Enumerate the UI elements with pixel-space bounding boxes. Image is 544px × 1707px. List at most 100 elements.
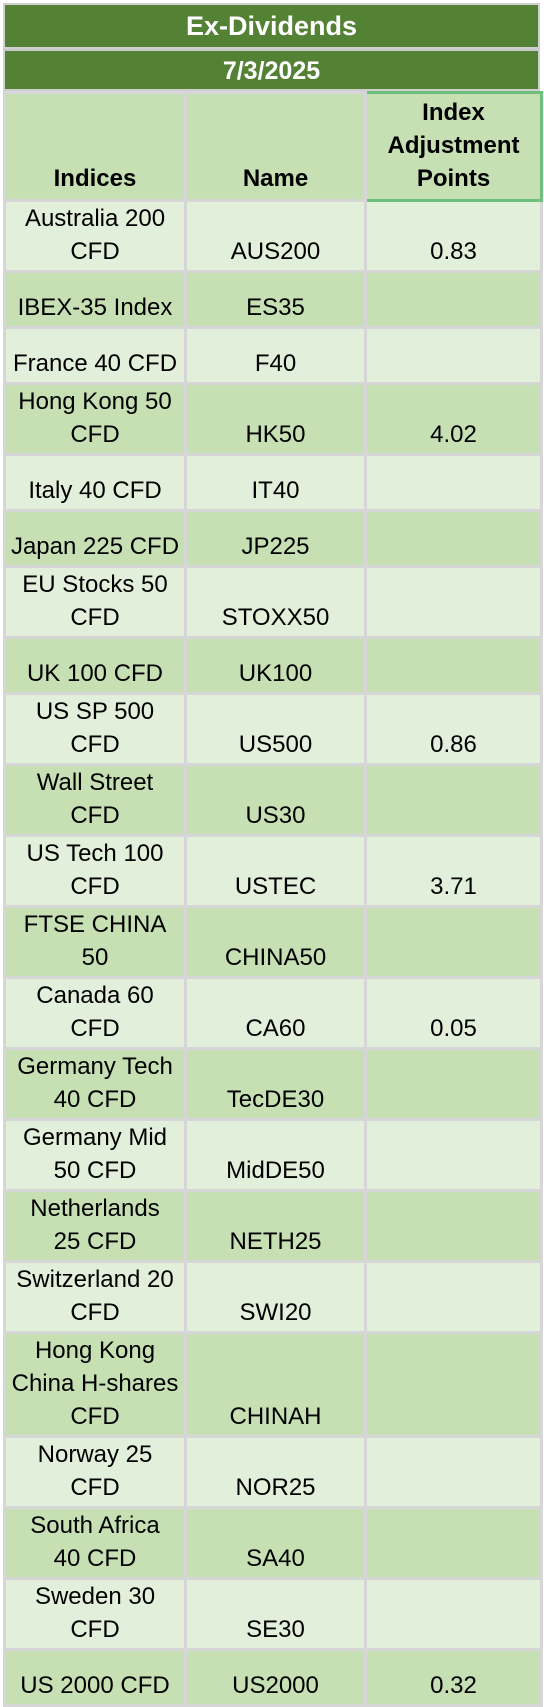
cell-index: Hong Kong China H-shares CFD: [3, 1331, 187, 1438]
index-label-line: Hong Kong 50: [18, 388, 172, 415]
cell-name: SWI20: [184, 1260, 367, 1334]
index-label-line: Australia 200: [24, 205, 166, 232]
table-header-row: Indices Name Index Adjustment Points: [3, 91, 543, 202]
index-label-line: China H-shares: [11, 1370, 179, 1397]
index-label-line: CFD: [70, 238, 120, 265]
header-points-line-1: Index: [422, 99, 485, 126]
cell-name: HK50: [184, 382, 367, 456]
cell-index: Italy 40 CFD: [3, 453, 187, 512]
index-label-line: Netherlands: [30, 1195, 160, 1222]
cell-name: NOR25: [184, 1435, 367, 1509]
header-name: Name: [184, 91, 367, 202]
cell-index: France 40 CFD: [3, 326, 187, 385]
table-row: US SP 500 CFD US500 0.86: [3, 692, 543, 766]
index-label-line: UK 100 CFD: [26, 660, 164, 687]
index-label-line: IBEX-35 Index: [17, 294, 173, 321]
header-points-line-2: Adjustment: [387, 132, 520, 159]
table-row: France 40 CFD F40: [3, 326, 543, 385]
sheet-title: Ex-Dividends: [3, 3, 540, 49]
index-label-line: EU Stocks 50: [22, 571, 168, 598]
cell-index: Australia 200 CFD: [3, 199, 187, 273]
table-row: Italy 40 CFD IT40: [3, 453, 543, 512]
cell-points: [364, 1506, 543, 1580]
index-label-line: South Africa: [30, 1512, 160, 1539]
cell-index: Germany Tech 40 CFD: [3, 1047, 187, 1121]
table-row: Netherlands 25 CFD NETH25: [3, 1189, 543, 1263]
index-label-line: Sweden 30: [34, 1583, 156, 1610]
table-row: Hong Kong 50 CFD HK50 4.02: [3, 382, 543, 456]
cell-name: NETH25: [184, 1189, 367, 1263]
cell-points: [364, 763, 543, 837]
table-row: US Tech 100 CFD USTEC 3.71: [3, 834, 543, 908]
cell-name: AUS200: [184, 199, 367, 273]
cell-index: Germany Mid 50 CFD: [3, 1118, 187, 1192]
cell-points: 0.83: [364, 199, 543, 273]
cell-points: 0.05: [364, 976, 543, 1050]
index-label-line: 25 CFD: [53, 1228, 137, 1255]
index-label-line: 40 CFD: [53, 1545, 137, 1572]
ex-dividends-sheet: Ex-Dividends 7/3/2025 Indices Name Index…: [3, 3, 543, 1707]
cell-name: US500: [184, 692, 367, 766]
cell-points: 3.71: [364, 834, 543, 908]
cell-name: F40: [184, 326, 367, 385]
table-row: South Africa 40 CFD SA40: [3, 1506, 543, 1580]
cell-points: [364, 509, 543, 568]
index-label-line: CFD: [70, 802, 120, 829]
cell-name: USTEC: [184, 834, 367, 908]
cell-points: [364, 1260, 543, 1334]
index-label-line: CFD: [70, 421, 120, 448]
cell-index: Sweden 30 CFD: [3, 1577, 187, 1651]
cell-index: Switzerland 20 CFD: [3, 1260, 187, 1334]
cell-index: UK 100 CFD: [3, 636, 187, 695]
cell-name: CHINAH: [184, 1331, 367, 1438]
cell-name: CHINA50: [184, 905, 367, 979]
cell-points: [364, 565, 543, 639]
cell-index: Hong Kong 50 CFD: [3, 382, 187, 456]
index-label-line: Switzerland 20: [16, 1266, 174, 1293]
header-index-adjustment-points[interactable]: Index Adjustment Points: [364, 91, 543, 202]
index-label-line: CFD: [70, 604, 120, 631]
cell-index: Canada 60 CFD: [3, 976, 187, 1050]
cell-index: US SP 500 CFD: [3, 692, 187, 766]
header-points-line-3: Points: [416, 165, 491, 192]
cell-index: EU Stocks 50 CFD: [3, 565, 187, 639]
index-label-line: 40 CFD: [53, 1086, 137, 1113]
cell-points: 0.86: [364, 692, 543, 766]
index-label-line: Canada 60 CFD: [36, 982, 154, 1042]
cell-name: STOXX50: [184, 565, 367, 639]
table-row: Japan 225 CFD JP225: [3, 509, 543, 568]
table-row: Norway 25 CFD NOR25: [3, 1435, 543, 1509]
table-row: Australia 200 CFD AUS200 0.83: [3, 199, 543, 273]
cell-index: IBEX-35 Index: [3, 270, 187, 329]
table-body: Australia 200 CFD AUS200 0.83 IBEX-35 Index E…: [3, 199, 543, 1707]
index-label-line: US Tech 100: [26, 840, 164, 867]
cell-points: [364, 905, 543, 979]
index-label-line: 50 CFD: [53, 1157, 137, 1184]
index-label-line: Wall Street: [36, 769, 154, 796]
cell-name: TecDE30: [184, 1047, 367, 1121]
index-label-line: FTSE CHINA 50: [23, 911, 167, 971]
table-row: UK 100 CFD UK100: [3, 636, 543, 695]
cell-name: ES35: [184, 270, 367, 329]
cell-points: [364, 1435, 543, 1509]
table-row: Wall Street CFD US30: [3, 763, 543, 837]
cell-index: Netherlands 25 CFD: [3, 1189, 187, 1263]
header-indices: Indices: [3, 91, 187, 202]
cell-name: SA40: [184, 1506, 367, 1580]
index-label-line: Germany Mid: [22, 1124, 168, 1151]
cell-points: [364, 1047, 543, 1121]
index-label-line: Hong Kong: [34, 1337, 156, 1364]
table-row: IBEX-35 Index ES35: [3, 270, 543, 329]
index-label-line: Norway 25: [37, 1441, 153, 1468]
cell-index: US Tech 100 CFD: [3, 834, 187, 908]
cell-index: Japan 225 CFD: [3, 509, 187, 568]
cell-index: Wall Street CFD: [3, 763, 187, 837]
cell-index: FTSE CHINA 50: [3, 905, 187, 979]
cell-points: [364, 636, 543, 695]
index-label-line: US SP 500 CFD: [35, 698, 155, 758]
cell-name: JP225: [184, 509, 367, 568]
table-row: Sweden 30 CFD SE30: [3, 1577, 543, 1651]
cell-index: US 2000 CFD: [3, 1648, 187, 1707]
cell-name: US30: [184, 763, 367, 837]
table-row: Germany Tech 40 CFD TecDE30: [3, 1047, 543, 1121]
